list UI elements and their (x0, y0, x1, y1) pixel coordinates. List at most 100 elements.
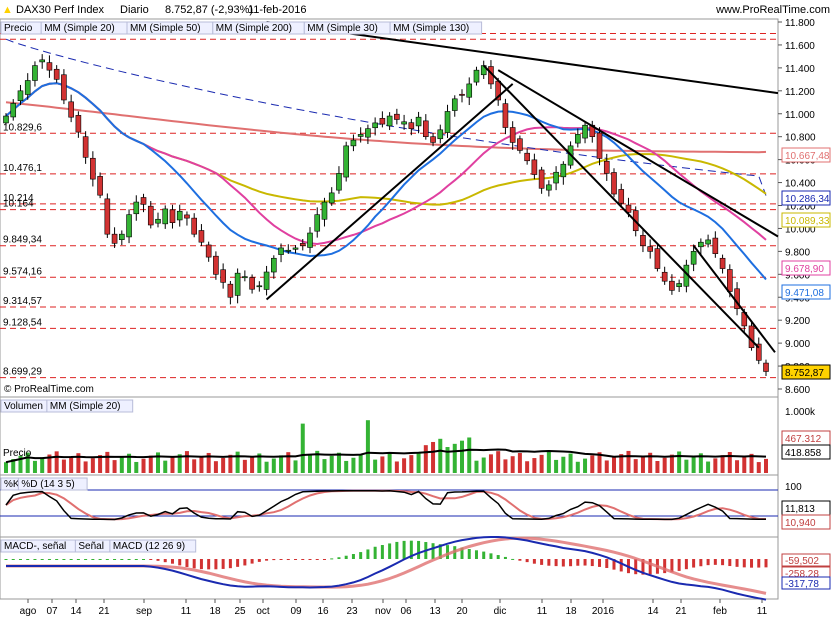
macd-hist-bar (619, 559, 623, 572)
candle-body (727, 269, 733, 292)
volume-bar (445, 447, 450, 473)
candle-body (278, 247, 284, 255)
last-quote: 8.752,87 (-2,93%) (165, 4, 253, 16)
price-tick-label: 10.200 (785, 202, 816, 213)
macd-hist-bar (18, 559, 22, 560)
x-tick-label: 11 (181, 606, 192, 617)
macd-hist-bar (388, 543, 392, 559)
candle-body (3, 115, 9, 124)
axis-tag-box (781, 260, 831, 276)
volume-bar (619, 454, 624, 473)
candle-body (553, 171, 559, 184)
candle-body (517, 138, 523, 151)
candle-body (119, 233, 125, 240)
volume-bar (568, 453, 573, 473)
candle-body (321, 201, 328, 220)
volume-bar (119, 456, 124, 473)
macd-hist-bar (764, 559, 768, 568)
macd-hist-bar (431, 543, 435, 559)
volume-bar (677, 451, 682, 473)
volume-bar (691, 456, 696, 473)
macd-hist-bar (91, 559, 95, 560)
instrument-title: DAX30 Perf Index (16, 4, 105, 16)
macd-hist-bar (496, 555, 500, 559)
candle-body (473, 69, 480, 83)
volume-bar (11, 459, 16, 473)
candle-body (437, 129, 444, 140)
legend-box (46, 399, 134, 413)
candle-body (430, 136, 436, 143)
level-label: 10.476,1 (3, 163, 42, 174)
volume-bar (488, 454, 493, 473)
volume-bar (460, 440, 464, 473)
candle-body (147, 205, 154, 226)
legend-label: MM (Simple 20) (50, 401, 121, 412)
candle-body (372, 122, 378, 129)
macd-hist-bar (113, 559, 117, 560)
volume-bar (525, 461, 530, 473)
macd-hist-bar (750, 559, 754, 568)
macd-hist-bar (518, 559, 522, 561)
candle-body (502, 103, 509, 128)
volume-bar (684, 459, 689, 473)
volume-bar (300, 423, 305, 473)
candle-body (53, 68, 60, 80)
macd-hist-bar (648, 559, 652, 575)
candle-body (647, 246, 653, 252)
volume-bar (76, 453, 81, 473)
volume-bar (271, 458, 276, 473)
macd-hist-bar (26, 559, 30, 560)
header-bar (0, 0, 835, 19)
macd-hist-bar (677, 559, 681, 571)
macd-hist-bar (576, 559, 580, 566)
legend-label: Precio (4, 23, 33, 34)
macd-hist-bar (69, 559, 73, 560)
macd-line (6, 536, 767, 601)
candle-body (191, 217, 197, 235)
macd-hist-bar (156, 559, 160, 561)
candle-body (61, 74, 67, 101)
macd-hist-bar (735, 559, 739, 567)
macd-hist-bar (315, 559, 319, 560)
volume-bar (633, 459, 638, 473)
axis-tag: 10.286,34 (785, 194, 830, 205)
candle-body (654, 248, 661, 269)
legend-label: MM (Simple 130) (393, 23, 469, 34)
price-tick-label: 11.400 (785, 64, 815, 75)
volume-bar (467, 437, 472, 473)
candle-body (690, 251, 697, 265)
volume-bar (373, 459, 378, 473)
macd-hist-bar (4, 559, 8, 560)
stoch-tag: 11,813 (785, 504, 815, 515)
volume-bar (423, 445, 428, 473)
macd-hist-bar (163, 559, 167, 563)
volume-tag: 418.858 (785, 448, 822, 459)
volume-bar (18, 455, 23, 473)
price-tick-label: 10.000 (785, 224, 816, 235)
volume-bar (575, 461, 580, 473)
trendline (482, 64, 760, 349)
ma130-line (5, 38, 767, 196)
macd-hist-bar (489, 553, 493, 559)
candle-body (386, 115, 393, 127)
volume-tag-box (781, 444, 831, 460)
x-tick-label: 21 (675, 606, 687, 617)
candle-body (68, 101, 74, 118)
candle-body (538, 169, 545, 189)
volume-bar (90, 458, 95, 473)
candle-body (97, 176, 103, 196)
macd-hist-bar (337, 557, 341, 559)
period-label: Diario (120, 4, 149, 16)
level-label: 9.314,57 (3, 296, 42, 307)
candle-body (748, 325, 755, 349)
macd-hist-bar (728, 559, 732, 567)
macd-hist-bar (641, 559, 645, 575)
candle-body (423, 120, 429, 137)
macd-hist-bar (199, 559, 203, 570)
stoch-panel (0, 474, 779, 538)
candle-body (271, 257, 277, 273)
macd-hist-bar (598, 559, 602, 567)
volume-bar (640, 455, 645, 473)
candle-body (314, 214, 321, 232)
candle-body (111, 233, 118, 244)
